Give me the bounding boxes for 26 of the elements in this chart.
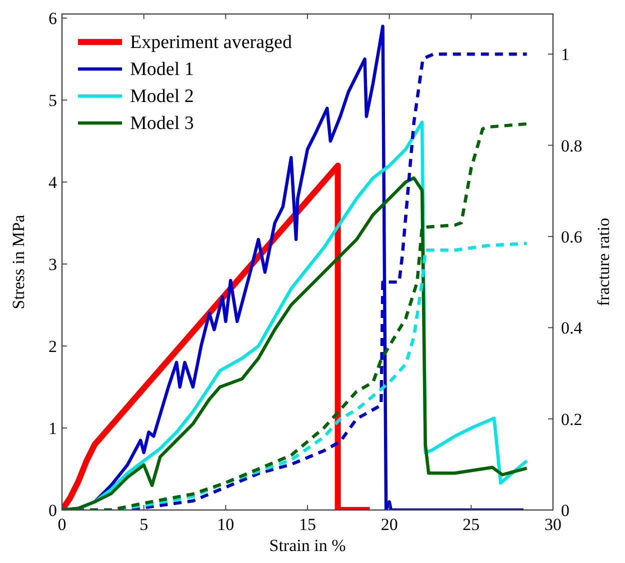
legend-label: Model 1 [130,59,194,80]
y2-tick-label: 0.6 [561,227,582,246]
legend-label: Model 2 [130,86,194,107]
y2-tick-label: 0.2 [561,410,582,429]
y2-tick-label: 0.4 [561,318,583,338]
x-axis-title: Strain in % [269,536,346,555]
x-tick-label: 30 [544,515,562,534]
x-tick-label: 25 [462,515,480,534]
legend-label: Model 3 [130,113,194,134]
legend-label: Experiment averaged [130,32,292,53]
y2-tick-label: 0.8 [561,136,582,156]
y-tick-label: 1 [48,419,57,438]
y-axis-title: Stress in MPa [9,214,28,310]
y2-tick-label: 0 [561,501,570,520]
x-tick-label: 5 [140,515,148,534]
y-tick-label: 0 [48,501,57,520]
x-tick-label: 20 [380,515,398,534]
x-tick-label: 15 [299,515,316,534]
y-tick-label: 2 [48,337,57,356]
x-tick-label: 10 [217,515,234,534]
y2-axis-title: fracture ratio [594,218,613,306]
y-tick-label: 3 [48,255,57,274]
y-tick-label: 5 [48,91,57,110]
y-tick-label: 4 [48,173,58,192]
y2-tick-label: 1 [561,45,570,64]
y-tick-label: 6 [48,9,57,28]
